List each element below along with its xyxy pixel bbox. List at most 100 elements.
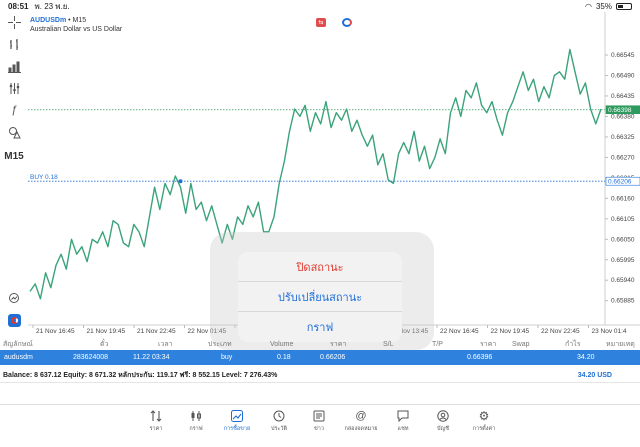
y-tick-label: 0.66270 xyxy=(611,154,635,161)
y-tick-label: 0.66380 xyxy=(611,113,635,120)
price-tag xyxy=(605,105,640,115)
tab-chat[interactable]: แชท xyxy=(383,409,423,433)
tab-label: บัญชี xyxy=(437,426,449,432)
x-tick-label: 21 Nov 16:45 xyxy=(36,328,75,335)
tab-label: การตั้งค่า xyxy=(472,426,496,432)
price-series-line xyxy=(29,48,602,300)
position-action-menu: ปิดสถานะ ปรับเปลี่ยนสถานะ กราฟ xyxy=(238,252,402,342)
col-ticket: ตั๋ว xyxy=(100,340,109,348)
signal-icon[interactable] xyxy=(342,18,352,27)
price-tag-label: 0.66398 xyxy=(608,107,632,114)
tab-quotes[interactable]: ราคา xyxy=(136,409,176,433)
row-type: buy xyxy=(221,354,233,361)
quotes-icon xyxy=(149,409,163,423)
close-position-button[interactable]: ปิดสถานะ xyxy=(238,252,402,282)
balance-text: Balance: 8 637.12 Equity: 8 671.32 หลักป… xyxy=(3,372,278,379)
chat-icon xyxy=(396,409,410,423)
row-symbol: audusdm xyxy=(4,354,33,361)
price-tag xyxy=(605,176,640,186)
col-volume: Volume xyxy=(270,340,294,348)
chart-icon xyxy=(189,409,203,423)
indicators-icon[interactable] xyxy=(0,56,28,76)
modify-position-button[interactable]: ปรับเปลี่ยนสถานะ xyxy=(238,282,402,312)
col-time: เวลา xyxy=(158,340,173,348)
wifi-icon: ◠ xyxy=(585,1,592,11)
status-time: 08:51 xyxy=(8,1,29,11)
x-tick-label: 22 Nov 16:45 xyxy=(440,328,479,335)
tab-label: แชท xyxy=(397,426,409,432)
chart-description: Australian Dollar vs US Dollar xyxy=(30,26,123,33)
x-tick-label: 22 Nov 22:45 xyxy=(541,328,580,335)
tab-label: ราคา xyxy=(149,426,163,432)
col-profit: กำไร xyxy=(565,340,581,348)
history-icon xyxy=(272,409,286,423)
col-sl: S/L xyxy=(383,340,394,348)
broker-logo-icon[interactable] xyxy=(0,310,28,330)
chart-symbol: AUDUSDm xyxy=(30,17,67,24)
y-tick-label: 0.66435 xyxy=(611,93,635,100)
chart-header: AUDUSDm • M15 Australian Dollar vs US Do… xyxy=(30,17,123,33)
y-tick-label: 0.66545 xyxy=(611,52,635,59)
chart-toolbar: ƒ M15 xyxy=(0,12,28,337)
row-volume: 0.18 xyxy=(277,354,291,361)
news-icon xyxy=(312,409,326,423)
open-chart-button[interactable]: กราฟ xyxy=(306,322,334,334)
y-tick-label: 0.65940 xyxy=(611,277,635,284)
y-tick-label: 0.66160 xyxy=(611,195,635,202)
col-comment: หมายเหตุ xyxy=(606,340,635,348)
objects-icon[interactable] xyxy=(0,122,28,142)
row-time: 11.22 03:34 xyxy=(133,354,170,361)
col-swap: Swap xyxy=(512,340,530,348)
price-tag-label: 0.66206 xyxy=(608,179,632,186)
row-ticket: 283624008 xyxy=(73,354,109,361)
tab-history[interactable]: ประวัติ xyxy=(259,409,299,433)
bottom-tab-bar: ราคา กราฟ การซื้อขาย ประวัติ ข่าว xyxy=(0,404,640,447)
chart-quick-icons: ⇆ xyxy=(316,18,352,27)
x-tick-label: 22 Nov 01:45 xyxy=(188,328,227,335)
tab-news[interactable]: ข่าว xyxy=(299,409,339,433)
function-icon[interactable]: ƒ xyxy=(10,104,18,116)
col-price: ราคา xyxy=(330,340,347,348)
col-type: ประเภท xyxy=(208,340,232,348)
tab-label: ประวัติ xyxy=(270,426,288,432)
chart-type-icon[interactable] xyxy=(0,78,28,98)
x-tick-label: 23 Nov 01:4 xyxy=(592,328,627,335)
settings-icon: ⚙ xyxy=(478,409,490,423)
tab-trade[interactable]: การซื้อขาย xyxy=(217,409,257,433)
positions-table-header: สัญลักษณ์ ตั๋ว เวลา ประเภท Volume ราคา S… xyxy=(0,338,640,350)
total-profit: 34.20 USD xyxy=(577,372,612,379)
tab-chart[interactable]: กราฟ xyxy=(176,409,216,433)
tab-mailbox[interactable]: @ กล่องจดหมาย xyxy=(341,409,381,433)
bar-chart-icon[interactable] xyxy=(0,34,28,54)
one-click-trading-icon[interactable]: ⇆ xyxy=(316,18,326,27)
tab-label: ข่าว xyxy=(314,426,324,432)
battery-icon xyxy=(616,2,632,10)
table-row[interactable]: audusdm 283624008 11.22 03:34 buy 0.18 0… xyxy=(0,350,640,365)
tab-label: การซื้อขาย xyxy=(223,426,251,432)
status-bar: 08:51 พ. 23 พ.ย. ◠ 35% xyxy=(0,0,640,12)
mailbox-icon: @ xyxy=(355,410,367,422)
row-profit: 34.20 xyxy=(577,354,595,361)
status-date: พ. 23 พ.ย. xyxy=(34,1,70,11)
tab-label: กล่องจดหมาย xyxy=(344,426,378,432)
tab-settings[interactable]: ⚙ การตั้งค่า xyxy=(464,409,504,433)
chart-timeframe: M15 xyxy=(72,17,87,24)
battery-percent: 35% xyxy=(595,1,612,11)
account-summary: Balance: 8 637.12 Equity: 8 671.32 หลักป… xyxy=(0,369,640,383)
trade-icon xyxy=(230,409,244,423)
zoom-icon[interactable] xyxy=(0,288,28,308)
crosshair-icon[interactable] xyxy=(0,12,28,32)
y-tick-label: 0.66490 xyxy=(611,73,635,80)
row-current-price: 0.66396 xyxy=(467,354,493,361)
y-tick-label: 0.65885 xyxy=(611,298,635,305)
x-tick-label: 21 Nov 19:45 xyxy=(87,328,126,335)
buy-line-label: BUY 0.18 xyxy=(30,174,58,181)
y-tick-label: 0.66050 xyxy=(611,236,635,243)
entry-point-marker xyxy=(178,179,183,184)
col-current-price: ราคา xyxy=(480,340,497,348)
timeframe-button[interactable]: M15 xyxy=(4,150,24,162)
x-tick-label: 22 Nov 19:45 xyxy=(491,328,530,335)
x-tick-label: 22 Nov 13:45 xyxy=(390,328,429,335)
tab-accounts[interactable]: บัญชี xyxy=(423,409,463,433)
y-tick-label: 0.66325 xyxy=(611,134,635,141)
